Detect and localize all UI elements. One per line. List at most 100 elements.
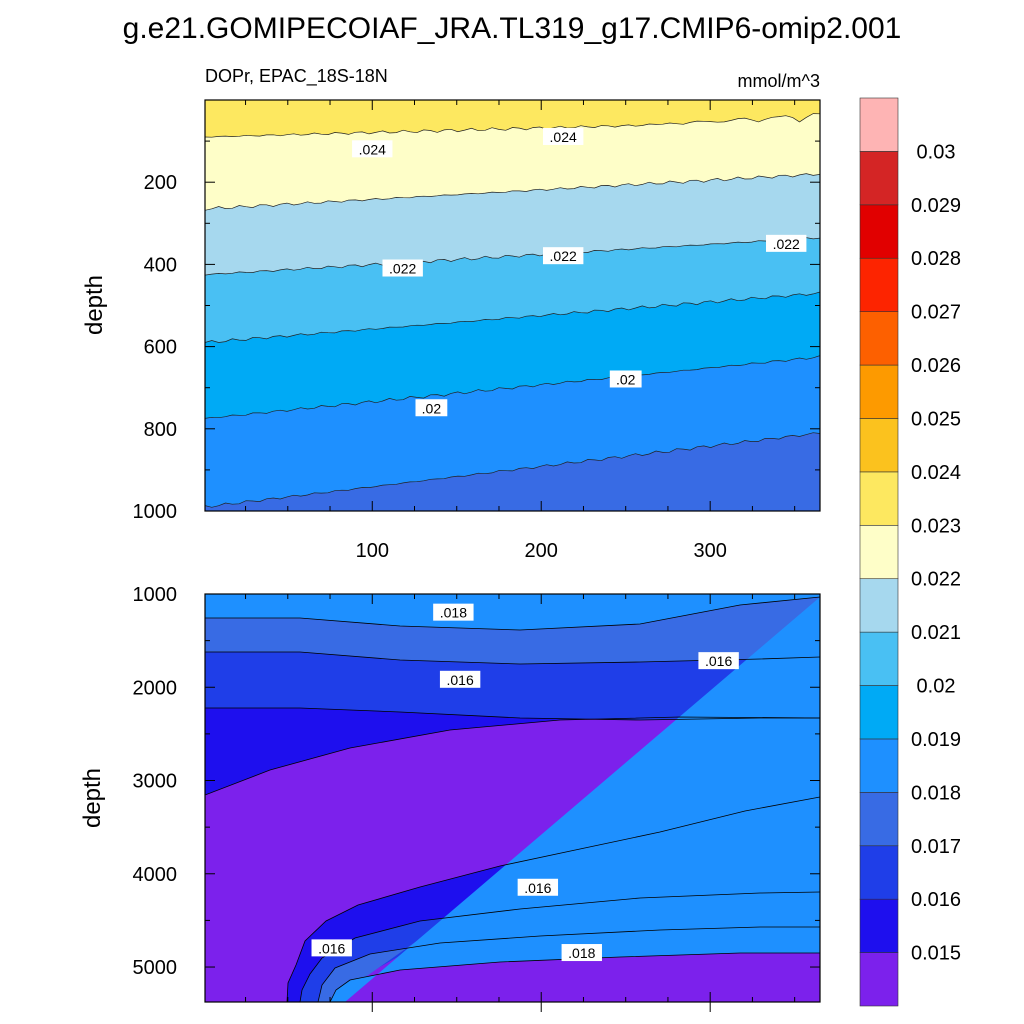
figure-title: g.e21.GOMIPECOIAF_JRA.TL319_g17.CMIP6-om… <box>123 12 902 45</box>
colorbar: 0.015 0.016 0.017 0.018 0.019 0.02 0.021 0.022 0… <box>859 97 961 1007</box>
y-tick-label: 200 <box>144 172 177 194</box>
colorbar-level-label: 0.015 <box>911 943 961 965</box>
colorbar-swatch <box>859 311 899 366</box>
contour-label-text: .022 <box>550 248 577 264</box>
colorbar-swatch <box>859 898 899 953</box>
contour-label: .016 <box>517 878 559 896</box>
contour-label-text: .02 <box>422 400 442 416</box>
lower-band-0.017 <box>205 594 820 1002</box>
lower-contour-line <box>286 796 820 1002</box>
lower-contour-line <box>205 707 820 721</box>
contour-label-bg <box>698 652 739 670</box>
contour-label: .024 <box>352 140 393 158</box>
colorbar-level-label: 0.03 <box>917 141 956 163</box>
y-tick-label: 4000 <box>133 864 178 886</box>
contour-label: .022 <box>766 234 807 252</box>
contour-label-bg <box>561 944 602 962</box>
contour-label: .016 <box>439 670 481 688</box>
x-tick-label: 100 <box>356 540 389 562</box>
contour-label-bg <box>517 878 559 896</box>
colorbar-level-label: 0.026 <box>911 355 961 377</box>
contour-label-bg <box>609 370 642 388</box>
colorbar-level-label: 0.016 <box>911 889 961 911</box>
y-tick-label: 400 <box>144 254 177 276</box>
contour-label-bg <box>382 259 423 277</box>
y-tick-label: 5000 <box>133 957 178 979</box>
upper-contour-line <box>205 237 820 276</box>
colorbar-swatch <box>859 151 899 206</box>
x-tick-label: 200 <box>525 540 558 562</box>
contour-label: .018 <box>561 944 602 962</box>
colorbar-swatch <box>859 418 899 473</box>
colorbar-level-label: 0.018 <box>911 782 961 804</box>
colorbar-level-label: 0.023 <box>911 515 961 537</box>
upper-contour-line <box>205 432 820 508</box>
colorbar-swatch <box>859 97 899 152</box>
contour-label-text: .022 <box>773 236 800 252</box>
y-tick-label: 3000 <box>133 771 178 793</box>
contour-label-bg <box>542 127 584 145</box>
lower-contour-line <box>299 891 820 1002</box>
colorbar-level-label: 0.017 <box>911 836 961 858</box>
y-tick-label: 1000 <box>133 501 178 523</box>
lower-contour-line <box>205 651 820 665</box>
contour-label-bg <box>352 140 393 158</box>
colorbar-swatch <box>859 204 899 259</box>
contour-label-bg <box>439 670 481 688</box>
colorbar-swatch <box>859 952 899 1007</box>
colorbar-swatch <box>859 738 899 793</box>
contour-label-text: .016 <box>318 940 345 956</box>
upper-contour-line <box>205 291 820 343</box>
colorbar-swatch <box>859 792 899 847</box>
colorbar-level-label: 0.019 <box>911 729 961 751</box>
contour-label: .016 <box>311 939 352 957</box>
lower-contour-line <box>205 716 820 796</box>
contour-label-bg <box>311 939 352 957</box>
upper-contour-fills <box>205 100 820 511</box>
colorbar-swatch <box>859 257 899 312</box>
lower-axes: 1000 2000 3000 4000 5000 <box>133 584 820 1012</box>
upper-contour-line <box>205 173 820 211</box>
contour-label: .016 <box>698 652 739 670</box>
contour-label: .02 <box>609 370 642 388</box>
colorbar-level-label: 0.028 <box>911 248 961 270</box>
contour-label-bg <box>415 399 448 417</box>
upper-contour-line <box>205 355 820 419</box>
lower-band-0.019 <box>205 594 820 1002</box>
contour-label-text: .018 <box>568 945 595 961</box>
contour-label: .024 <box>542 127 584 145</box>
upper-band-0.024 <box>205 100 820 138</box>
colorbar-level-label: 0.029 <box>911 195 961 217</box>
variable-label: DOPr, EPAC_18S-18N <box>205 66 388 87</box>
upper-axes: 100 200 300 200 400 600 800 1000 <box>133 99 820 562</box>
lower-plot-frame <box>204 593 821 1003</box>
lower-contour-line <box>205 596 820 631</box>
colorbar-level-label: 0.022 <box>911 569 961 591</box>
colorbar-swatch <box>859 578 899 633</box>
contour-label-text: .022 <box>389 261 416 277</box>
y-tick-label: 600 <box>144 337 177 359</box>
colorbar-level-label: 0.025 <box>911 408 961 430</box>
colorbar-swatch <box>859 524 899 580</box>
colorbar-level-label: 0.02 <box>917 676 956 698</box>
contour-label-bg <box>766 234 807 252</box>
y-tick-label: 1000 <box>133 584 178 606</box>
colorbar-level-label: 0.027 <box>911 302 961 324</box>
contour-label-bg <box>433 603 474 621</box>
upper-contour-labels: .024 .024 .022 .022 .022 .02 .02 <box>352 127 807 417</box>
contour-label: .018 <box>433 603 474 621</box>
contour-label-text: .016 <box>705 653 732 669</box>
colorbar-swatch <box>859 685 899 740</box>
units-label: mmol/m^3 <box>738 71 820 91</box>
colorbar-swatch <box>859 845 899 900</box>
contour-label-text: .018 <box>440 605 467 621</box>
lower-contour-line <box>317 926 820 1002</box>
lower-contour-line <box>329 952 820 1002</box>
colorbar-swatch <box>859 471 899 526</box>
contour-label: .02 <box>415 399 448 417</box>
lower-depth-axis-label: depth <box>79 768 106 828</box>
contour-label-text: .02 <box>616 371 636 387</box>
contour-label-text: .024 <box>550 129 577 145</box>
contour-label: .022 <box>382 259 423 277</box>
